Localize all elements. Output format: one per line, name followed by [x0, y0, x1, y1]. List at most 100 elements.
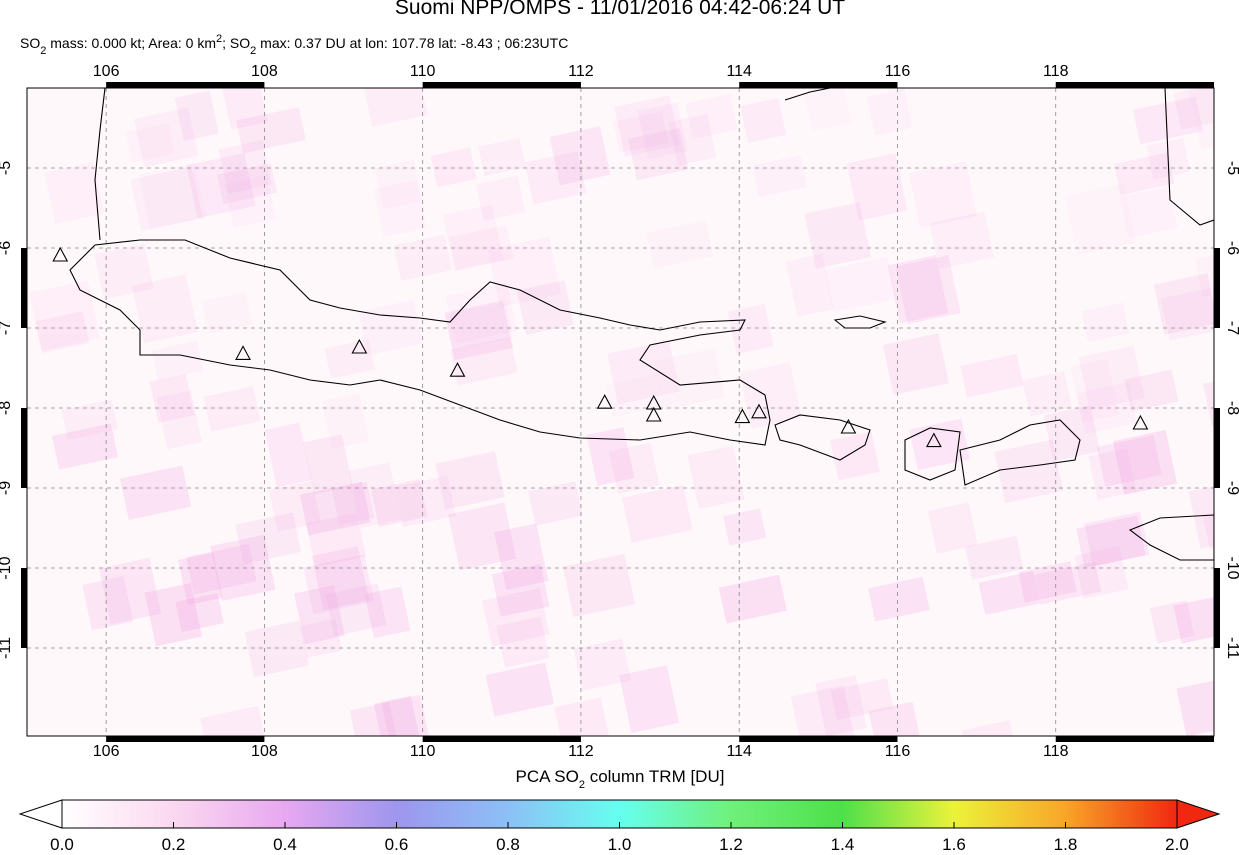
frame-bar: [1055, 82, 1214, 88]
colorbar-tick-label: 2.0: [1165, 835, 1189, 854]
so2-tile: [321, 392, 370, 449]
frame-bar: [1214, 408, 1220, 488]
so2-tile: [619, 665, 680, 734]
so2-tile: [496, 616, 550, 668]
so2-tile: [303, 434, 353, 495]
colorbar-over: [1176, 799, 1221, 829]
so2-tile: [125, 123, 175, 163]
so2-tile: [235, 512, 302, 565]
so2-tile: [614, 95, 680, 157]
so2-tiles: [29, 88, 1214, 736]
so2-tile: [605, 373, 665, 418]
y-tick-label: -10: [0, 556, 14, 579]
so2-tile: [961, 720, 1019, 736]
so2-tile: [442, 204, 504, 271]
so2-tile: [51, 423, 119, 470]
so2-tile: [487, 236, 562, 308]
x-tick-label: 116: [885, 63, 911, 80]
y-tick-label: -10: [1224, 556, 1239, 579]
y-tick-label: -11: [1224, 637, 1239, 659]
colorbar-tick-label: 0.4: [273, 835, 297, 854]
subtitle-part: 2: [40, 45, 46, 57]
so2-tile: [740, 97, 787, 143]
colorbar-label-part: PCA SO: [516, 767, 579, 786]
so2-tile: [668, 113, 717, 166]
so2-tile: [82, 576, 134, 631]
so2-tile: [929, 211, 995, 270]
colorbar-label-part: 2: [579, 779, 585, 791]
x-tick-label: 114: [726, 743, 752, 760]
so2-tile: [394, 475, 457, 528]
colorbar-ticks: 0.0 0.2 0.4 0.6 0.8 1.0 1.2 1.4 1.6 1.8 2.0: [50, 822, 1189, 854]
so2-tile: [363, 88, 428, 127]
so2-tile: [324, 339, 375, 379]
so2-tile: [895, 255, 961, 325]
so2-tile: [824, 256, 897, 313]
subtitle: SO2 mass: 0.000 kt; Area: 0 km2; SO2 max…: [20, 33, 568, 57]
so2-tile: [1194, 247, 1214, 298]
so2-tile: [1119, 186, 1178, 239]
so2-tile: [1112, 429, 1178, 495]
so2-tile: [1132, 96, 1204, 145]
x-tick-label: 106: [93, 743, 120, 760]
so2-tile: [866, 88, 913, 136]
so2-tile: [268, 480, 322, 532]
so2-tile: [607, 340, 680, 405]
so2-tile: [94, 243, 154, 300]
so2-tile: [444, 301, 514, 352]
so2-tile: [450, 336, 518, 386]
so2-tile: [1173, 88, 1214, 130]
so2-tile: [174, 90, 219, 142]
subtitle-part: 2: [216, 33, 222, 45]
subtitle-part: 2: [250, 45, 256, 57]
so2-tile: [138, 162, 207, 230]
colorbar-tick-label: 1.6: [942, 835, 966, 854]
subtitle-part: ; SO: [222, 35, 250, 51]
so2-tile: [156, 390, 202, 450]
so2-tile: [960, 353, 1024, 398]
so2-tile: [685, 94, 738, 140]
so2-tile: [723, 508, 767, 546]
volcano: [840, 418, 857, 434]
so2-tile: [785, 253, 834, 317]
volcano: [734, 408, 751, 424]
y-tick-label: -5: [0, 161, 14, 175]
so2-tile: [293, 584, 345, 645]
so2-tile: [373, 695, 419, 736]
subtitle-part: max: 0.37 DU at lon: 107.78 lat: -8.43 ;…: [256, 35, 568, 51]
so2-tile: [887, 255, 949, 324]
so2-tile: [303, 554, 375, 615]
so2-tile: [44, 161, 105, 224]
so2-tile: [1064, 183, 1137, 255]
so2-tile: [186, 543, 257, 595]
so2-tile: [908, 161, 978, 228]
coastlines: [69, 88, 1214, 561]
so2-tile: [203, 386, 261, 432]
so2-tile: [1076, 381, 1138, 435]
volcano: [1132, 414, 1149, 430]
frame-bar: [739, 82, 898, 88]
so2-tile: [306, 512, 366, 568]
so2-tile: [299, 481, 371, 536]
so2-tile: [494, 523, 549, 590]
so2-tile: [178, 552, 223, 606]
so2-tile: [349, 702, 399, 736]
so2-tile: [524, 151, 587, 205]
so2-tile: [244, 620, 309, 678]
coast-lombok: [904, 427, 961, 481]
x-tick-label: 118: [1043, 63, 1069, 80]
so2-tile: [528, 481, 583, 526]
frame-bar: [21, 568, 27, 648]
colorbar-label-part: column TRM [DU]: [585, 767, 725, 786]
so2-tile: [645, 220, 714, 269]
so2-tile: [218, 140, 272, 194]
so2-tile: [1173, 596, 1214, 644]
so2-tile: [364, 586, 411, 639]
so2-tile: [381, 694, 431, 736]
subtitle-part: mass: 0.000 kt; Area: 0 km: [46, 35, 216, 51]
so2-tile: [573, 638, 632, 691]
so2-tile: [516, 280, 574, 335]
so2-tile: [804, 202, 872, 269]
coast-bali: [774, 414, 871, 461]
